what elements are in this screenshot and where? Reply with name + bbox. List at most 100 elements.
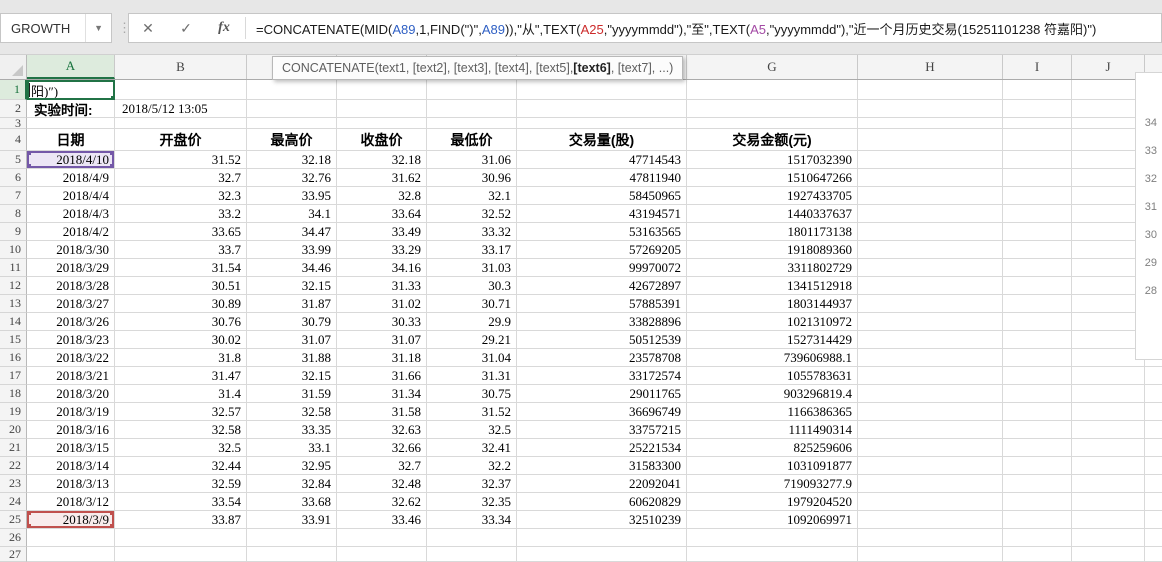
cell[interactable]: 31.66 — [337, 367, 427, 385]
cell[interactable]: 2018/3/19 — [27, 403, 115, 421]
cell[interactable] — [427, 529, 517, 547]
row-header-16[interactable]: 16 — [0, 349, 27, 367]
cell[interactable] — [1145, 349, 1162, 367]
cell[interactable] — [1003, 367, 1072, 385]
cell[interactable]: 34.46 — [247, 259, 337, 277]
cell[interactable]: 1517032390 — [687, 151, 858, 169]
cell[interactable]: 33.1 — [247, 439, 337, 457]
cell[interactable]: 47714543 — [517, 151, 687, 169]
cell[interactable] — [517, 80, 687, 100]
cell[interactable]: 31.18 — [337, 349, 427, 367]
cell[interactable]: 33.95 — [247, 187, 337, 205]
cell[interactable] — [115, 118, 247, 129]
cell[interactable]: 2018/4/3 — [27, 205, 115, 223]
table-header-e[interactable]: 最低价 — [427, 129, 517, 151]
cell[interactable] — [858, 331, 1003, 349]
cell[interactable] — [858, 169, 1003, 187]
cell[interactable]: 2018/3/23 — [27, 331, 115, 349]
cell[interactable] — [337, 529, 427, 547]
cell[interactable]: 31.52 — [115, 151, 247, 169]
cell[interactable]: 30.71 — [427, 295, 517, 313]
cell[interactable]: 31.02 — [337, 295, 427, 313]
cell[interactable] — [858, 349, 1003, 367]
cell[interactable] — [858, 129, 1003, 151]
row-header-15[interactable]: 15 — [0, 331, 27, 349]
row-header-27[interactable]: 27 — [0, 547, 27, 562]
cell[interactable] — [1003, 493, 1072, 511]
cell[interactable]: 33.68 — [247, 493, 337, 511]
cell[interactable] — [1003, 151, 1072, 169]
row-header-4[interactable]: 4 — [0, 129, 27, 151]
cell[interactable] — [1003, 277, 1072, 295]
name-box[interactable]: GROWTH ▼ — [0, 13, 112, 43]
cell[interactable]: 739606988.1 — [687, 349, 858, 367]
cell[interactable]: 32.63 — [337, 421, 427, 439]
table-header-d[interactable]: 收盘价 — [337, 129, 427, 151]
cell[interactable]: 1927433705 — [687, 187, 858, 205]
cell[interactable]: 2018/3/12 — [27, 493, 115, 511]
cell[interactable]: 33.17 — [427, 241, 517, 259]
row-header-17[interactable]: 17 — [0, 367, 27, 385]
chevron-down-icon[interactable]: ▼ — [85, 14, 111, 42]
cell[interactable] — [858, 118, 1003, 129]
cell[interactable] — [1003, 223, 1072, 241]
cell[interactable]: 2018/3/22 — [27, 349, 115, 367]
row-header-18[interactable]: 18 — [0, 385, 27, 403]
cell[interactable] — [858, 547, 1003, 562]
cell[interactable] — [1145, 367, 1162, 385]
table-header-a[interactable]: 日期 — [27, 129, 115, 151]
cell[interactable]: 32.5 — [427, 421, 517, 439]
cell[interactable]: 1918089360 — [687, 241, 858, 259]
cell[interactable]: 903296819.4 — [687, 385, 858, 403]
cell[interactable]: 1166386365 — [687, 403, 858, 421]
cell[interactable] — [1003, 80, 1072, 100]
cell[interactable]: 1510647266 — [687, 169, 858, 187]
cell[interactable] — [858, 295, 1003, 313]
experiment-timestamp[interactable]: 2018/5/12 13:05 — [115, 100, 247, 118]
cell[interactable]: 32.44 — [115, 457, 247, 475]
cell[interactable]: 1031091877 — [687, 457, 858, 475]
chart-panel[interactable]: 34 33 32 31 30 29 28 — [1135, 72, 1162, 360]
cell[interactable]: 30.79 — [247, 313, 337, 331]
cell[interactable] — [1003, 403, 1072, 421]
cell[interactable] — [858, 223, 1003, 241]
cell[interactable] — [1145, 385, 1162, 403]
row-header-8[interactable]: 8 — [0, 205, 27, 223]
cell[interactable]: 29.21 — [427, 331, 517, 349]
cell[interactable]: 32.2 — [427, 457, 517, 475]
cell[interactable]: 32.66 — [337, 439, 427, 457]
cell[interactable] — [337, 80, 427, 100]
cell[interactable]: 2018/3/21 — [27, 367, 115, 385]
cell[interactable] — [687, 100, 858, 118]
cell[interactable] — [1003, 205, 1072, 223]
cell[interactable] — [1145, 439, 1162, 457]
cell[interactable]: 33.49 — [337, 223, 427, 241]
cell[interactable]: 30.3 — [427, 277, 517, 295]
cell[interactable]: 43194571 — [517, 205, 687, 223]
cell[interactable] — [858, 493, 1003, 511]
table-header-f[interactable]: 交易量(股) — [517, 129, 687, 151]
cell[interactable]: 1341512918 — [687, 277, 858, 295]
cell[interactable]: 57269205 — [517, 241, 687, 259]
cell[interactable]: 31.87 — [247, 295, 337, 313]
cell[interactable] — [247, 80, 337, 100]
cell[interactable] — [1003, 511, 1072, 529]
cell[interactable] — [517, 547, 687, 562]
cell[interactable]: 31.31 — [427, 367, 517, 385]
cell[interactable] — [1145, 511, 1162, 529]
cell[interactable]: 31.07 — [247, 331, 337, 349]
row-header-20[interactable]: 20 — [0, 421, 27, 439]
cell[interactable] — [1072, 475, 1145, 493]
cell[interactable]: 33.99 — [247, 241, 337, 259]
table-header-g[interactable]: 交易金额(元) — [687, 129, 858, 151]
cell[interactable] — [858, 511, 1003, 529]
row-header-1[interactable]: 1 — [0, 80, 27, 100]
cell[interactable]: 30.96 — [427, 169, 517, 187]
column-header-i[interactable]: I — [1003, 55, 1072, 79]
cell[interactable]: 58450965 — [517, 187, 687, 205]
cell[interactable]: 1527314429 — [687, 331, 858, 349]
cell[interactable] — [1003, 385, 1072, 403]
cell[interactable]: 31.4 — [115, 385, 247, 403]
cell[interactable]: 32.18 — [337, 151, 427, 169]
cell[interactable] — [115, 80, 247, 100]
